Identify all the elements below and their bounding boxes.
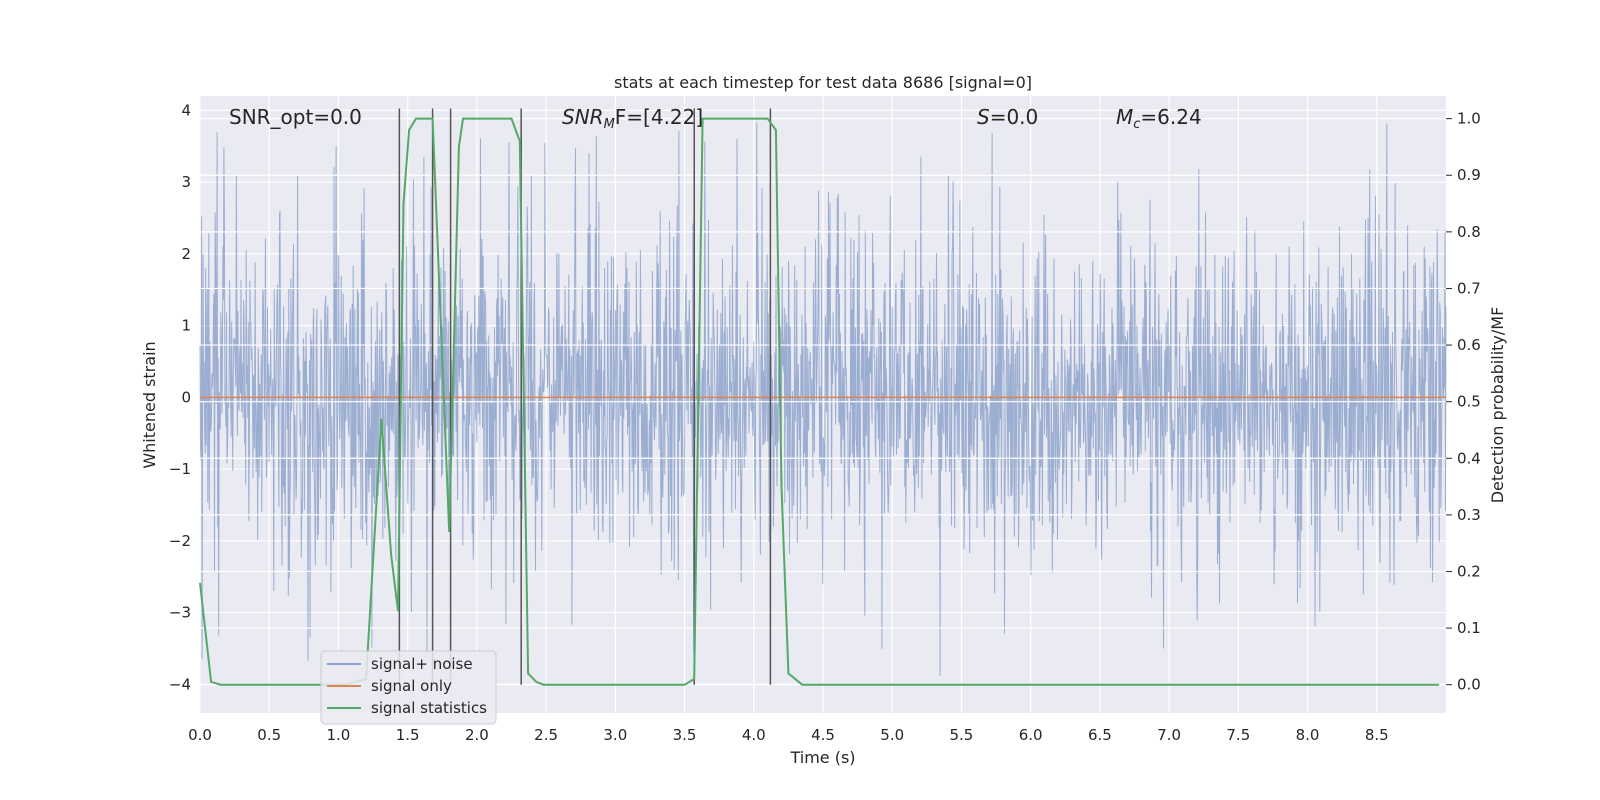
y-tick-label: −2: [169, 532, 191, 550]
right-y-tick-label: 0.0: [1457, 676, 1481, 694]
x-tick-label: 1.5: [396, 726, 420, 744]
right-y-tick-label: 0.8: [1457, 223, 1481, 241]
x-tick-label: 0.0: [188, 726, 212, 744]
right-y-tick-label: 1.0: [1457, 110, 1481, 128]
y-tick-label: 3: [181, 173, 191, 191]
right-y-tick-label: 0.9: [1457, 166, 1481, 184]
x-tick-label: 2.5: [534, 726, 558, 744]
right-y-tick-label: 0.4: [1457, 449, 1481, 467]
x-tick-label: 2.0: [465, 726, 489, 744]
right-y-tick-label: 0.6: [1457, 336, 1481, 354]
right-y-tick-label: 0.5: [1457, 393, 1481, 411]
chart-title: stats at each timestep for test data 868…: [614, 73, 1032, 92]
right-y-tick-label: 0.1: [1457, 619, 1481, 637]
vertical-markers: [398, 108, 772, 685]
y-tick-label: −4: [169, 675, 191, 693]
x-tick-label: 6.5: [1088, 726, 1112, 744]
legend-label-signal: signal only: [371, 677, 452, 695]
snr-value: F=[4.22]: [615, 105, 703, 129]
right-y-tick-label: 0.7: [1457, 279, 1481, 297]
x-tick-label: 4.5: [811, 726, 835, 744]
x-axis-ticks: 0.0 0.5 1.0 1.5 2.0 2.5 3.0 3.5 4.0 4.5 5.0 5.5 6.0 6…: [188, 726, 1389, 744]
x-tick-label: 3.5: [673, 726, 697, 744]
legend: signal+ noise signal only signal statist…: [320, 650, 497, 725]
y-tick-label: 0: [181, 388, 191, 406]
x-axis-label: Time (s): [789, 748, 855, 767]
x-tick-label: 8.5: [1365, 726, 1389, 744]
s-value: =0.0: [990, 105, 1039, 129]
x-tick-label: 0.5: [257, 726, 281, 744]
y-tick-label: 1: [181, 317, 191, 335]
y-tick-label: −3: [169, 604, 191, 622]
x-tick-label: 6.0: [1019, 726, 1043, 744]
legend-label-stats: signal statistics: [371, 699, 487, 717]
right-y-axis-label: Detection probability/MF: [1488, 307, 1507, 504]
legend-label-noise: signal+ noise: [371, 655, 473, 673]
right-y-tick-label: 0.3: [1457, 506, 1481, 524]
annotation-s: S=0.0: [977, 105, 1038, 129]
x-tick-label: 7.5: [1226, 726, 1250, 744]
x-tick-label: 5.0: [880, 726, 904, 744]
y-axis-label: Whitened strain: [140, 341, 159, 468]
y-tick-label: −1: [169, 460, 191, 478]
s-text: S: [977, 105, 990, 129]
y-tick-label: 2: [181, 245, 191, 263]
mc-subscript: c: [1133, 117, 1140, 132]
x-tick-label: 3.0: [603, 726, 627, 744]
x-tick-label: 4.0: [742, 726, 766, 744]
legend-box: [320, 650, 497, 725]
y-axis-ticks: −4 −3 −2 −1 0 1 2 3 4: [169, 101, 191, 693]
mc-text: M: [1116, 105, 1133, 129]
signal-statistics-series: [199, 117, 1440, 686]
x-tick-label: 7.0: [1157, 726, 1181, 744]
right-y-axis-ticks: 0.0 0.1 0.2 0.3 0.4 0.5 0.6 0.7 0.8 0.9 1.0: [1446, 110, 1481, 694]
x-tick-label: 8.0: [1296, 726, 1320, 744]
snr-subscript: M: [604, 117, 615, 132]
mc-value: =6.24: [1140, 105, 1201, 129]
x-tick-label: 5.5: [950, 726, 974, 744]
annotation-snr-opt: SNR_opt=0.0: [229, 105, 362, 129]
right-y-tick-label: 0.2: [1457, 562, 1481, 580]
x-tick-label: 1.0: [327, 726, 351, 744]
snr-text: SNR: [562, 105, 604, 129]
annotation-snr-mf: SNRMF=[4.22]: [562, 105, 703, 132]
annotation-mc: Mc=6.24: [1116, 105, 1202, 132]
y-tick-label: 4: [181, 101, 191, 119]
noise-trace: [199, 122, 1447, 677]
noise-series: [199, 122, 1447, 677]
